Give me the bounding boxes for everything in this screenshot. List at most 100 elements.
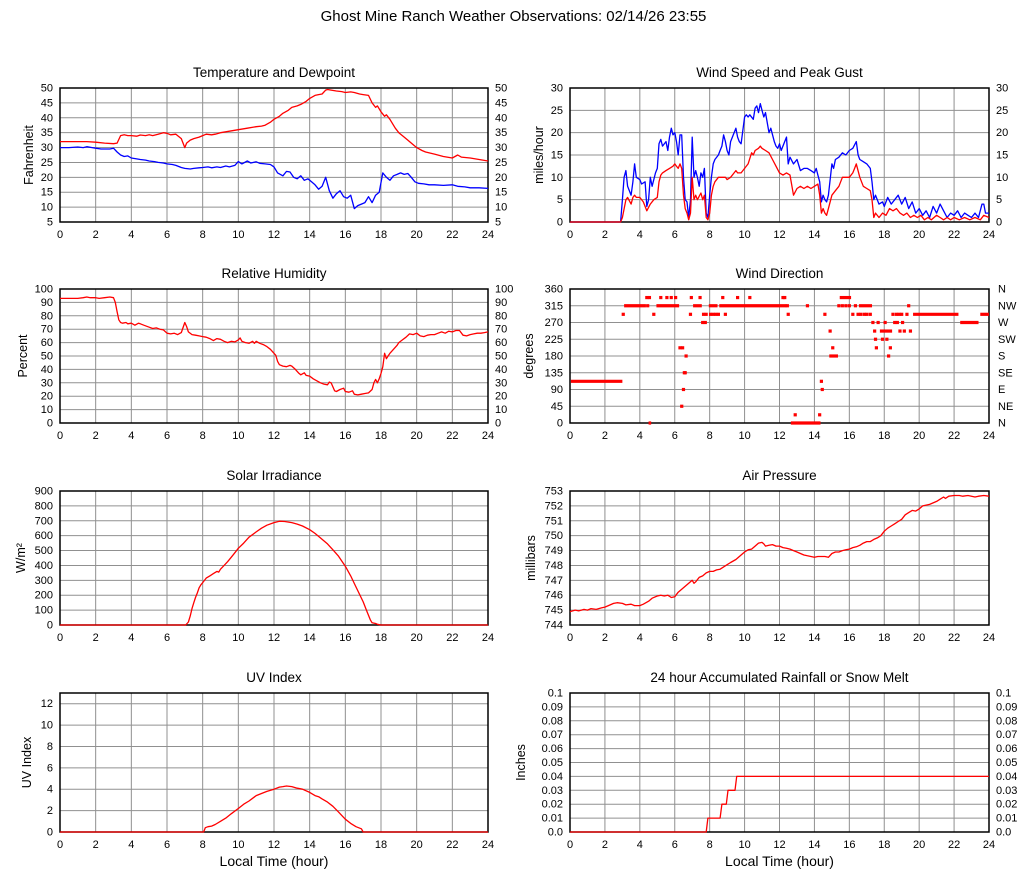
x-tick-label: 2 <box>93 229 99 241</box>
wind-direction-dot <box>793 413 797 417</box>
x-tick-label: 22 <box>948 632 960 644</box>
x-tick-label: 16 <box>339 632 351 644</box>
x-tick-label: 18 <box>375 229 387 241</box>
x-axis-label: Local Time (hour) <box>220 853 329 869</box>
wind-direction-dot <box>880 337 885 341</box>
x-tick-label: 10 <box>232 839 244 851</box>
y-tick-label: 0.04 <box>542 771 563 783</box>
wind-direction-dot <box>689 295 693 300</box>
y-tick-label: 100 <box>35 284 53 296</box>
y-tick-label: 15 <box>41 187 53 199</box>
x-tick-label: 4 <box>637 430 643 442</box>
plot-frame <box>569 288 990 424</box>
y-tick-label-right: 15 <box>495 187 507 199</box>
wind-direction-dot <box>865 312 869 316</box>
wind-direction-dot <box>905 312 909 316</box>
chart-solar-irradiance: 0 2 4 6 8 10 12 14 16 18 20 22 240100200300400500600… <box>14 468 494 644</box>
wind-direction-dot <box>721 295 725 300</box>
x-tick-label: 20 <box>913 229 925 241</box>
y-tick-label-right: 15 <box>996 150 1008 162</box>
wind-direction-dot <box>819 379 823 383</box>
x-tick-label: 18 <box>878 430 890 442</box>
wind-direction-dot <box>837 304 841 308</box>
y-tick-label-right: 0.05 <box>996 757 1017 769</box>
x-tick-label: 0 <box>567 229 573 241</box>
x-axis-label: Local Time (hour) <box>725 853 834 869</box>
y-tick-label: 800 <box>35 500 53 512</box>
x-tick-label: 20 <box>913 430 925 442</box>
wind-direction-dot <box>897 312 901 316</box>
wind-direction-dot <box>873 329 877 333</box>
wind-direction-dot <box>783 295 787 300</box>
wind-direction-dot <box>681 346 685 350</box>
wind-direction-dot <box>900 320 905 325</box>
wind-direction-dot <box>856 312 860 316</box>
wind-direction-dot <box>621 312 625 316</box>
wind-direction-dot <box>665 295 669 300</box>
x-tick-label: 20 <box>411 632 423 644</box>
y-tick-label: 0.01 <box>542 813 563 825</box>
y-axis-unit-label: Fahrenheit <box>22 125 36 185</box>
wind-direction-dot <box>885 337 889 341</box>
x-tick-label: 14 <box>304 430 316 442</box>
x-tick-label: 18 <box>375 839 387 851</box>
compass-label: SE <box>998 367 1013 379</box>
wind-direction-dot <box>698 295 702 300</box>
y-tick-label-right: 40 <box>495 112 507 124</box>
x-tick-label: 22 <box>446 229 458 241</box>
x-tick-label: 18 <box>878 229 890 241</box>
x-tick-label: 2 <box>93 839 99 851</box>
x-tick-label: 4 <box>637 839 643 851</box>
series-humidity <box>60 296 489 396</box>
x-tick-label: 8 <box>200 430 206 442</box>
y-tick-label-right: 0.08 <box>996 715 1017 727</box>
x-tick-label: 6 <box>164 632 170 644</box>
x-tick-label: 8 <box>200 839 206 851</box>
x-tick-label: 22 <box>446 839 458 851</box>
y-tick-label: 20 <box>551 127 563 139</box>
series-dewpoint <box>60 146 489 210</box>
y-tick-label-right: 0 <box>996 217 1002 229</box>
y-tick-label: 70 <box>41 324 53 336</box>
chart-title: UV Index <box>246 670 302 685</box>
wind-direction-dot <box>684 354 688 358</box>
y-axis-unit-label: degrees <box>522 333 536 378</box>
y-tick-label-right: 10 <box>495 404 507 416</box>
series-wind-speed <box>570 145 990 223</box>
y-tick-label-right: 80 <box>495 310 507 322</box>
x-tick-label: 12 <box>268 839 280 851</box>
plot-frame <box>59 692 489 833</box>
y-tick-label-right: 50 <box>495 83 507 95</box>
chart-title: Wind Direction <box>736 266 824 281</box>
x-tick-label: 20 <box>913 839 925 851</box>
x-tick-label: 14 <box>808 632 820 644</box>
wind-direction-dot <box>908 329 913 333</box>
y-tick-label-right: 45 <box>495 97 507 109</box>
y-tick-label-right: 50 <box>495 351 507 363</box>
x-tick-label: 18 <box>878 632 890 644</box>
y-tick-label: 0.06 <box>542 743 563 755</box>
x-tick-label: 0 <box>567 632 573 644</box>
wind-direction-dot <box>646 304 650 308</box>
x-tick-label: 6 <box>164 430 170 442</box>
compass-label: NE <box>998 401 1013 413</box>
x-tick-label: 12 <box>773 839 785 851</box>
x-tick-label: 6 <box>672 632 678 644</box>
plot-frame <box>59 490 489 626</box>
y-tick-label-right: 0.1 <box>996 688 1011 700</box>
y-tick-label-right: 0.0 <box>996 827 1011 839</box>
y-tick-label: 0 <box>557 217 563 229</box>
y-tick-label-right: 0.09 <box>996 701 1017 713</box>
x-tick-label: 24 <box>482 839 494 851</box>
y-tick-label: 100 <box>35 605 53 617</box>
y-tick-label: 360 <box>545 284 563 296</box>
wind-direction-dot <box>853 304 858 308</box>
wind-direction-dot <box>680 404 684 408</box>
chart-title: Temperature and Dewpoint <box>193 65 355 80</box>
y-tick-label: 0 <box>557 418 563 430</box>
x-tick-label: 4 <box>637 229 643 241</box>
wind-direction-dot <box>786 312 790 316</box>
x-tick-label: 10 <box>738 229 750 241</box>
